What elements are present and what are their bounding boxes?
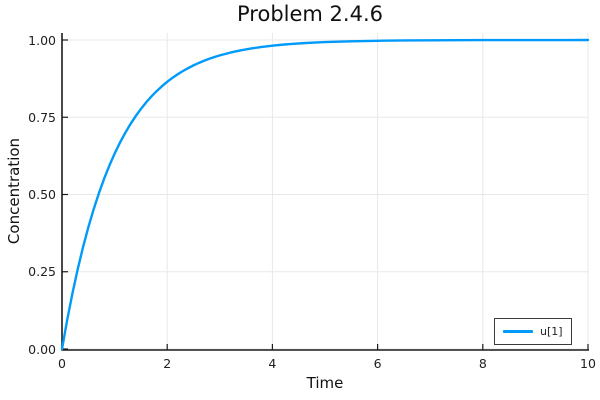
chart-title: Problem 2.4.6 [237,2,383,26]
x-tick-label: 2 [163,356,172,371]
x-tick-label: 0 [58,356,66,371]
legend-box: u[1] [494,318,572,345]
y-tick-label: 0.50 [28,187,56,202]
y-tick-label: 0.75 [28,109,56,125]
x-tick-label: 4 [268,356,277,371]
x-axis-label: Time [306,374,344,392]
gridlines [61,33,589,350]
y-tick-label: 0.25 [28,264,56,280]
legend-series-label: u[1] [540,325,563,338]
x-tick-label: 6 [373,356,382,371]
y-tick-label: 0.00 [28,341,56,357]
series-curve [60,38,590,351]
legend-line-sample [503,330,533,333]
x-tick-label: 10 [580,356,596,371]
y-tick-label: 1.00 [28,32,56,48]
axes [61,33,589,351]
x-tick-label: 8 [478,356,487,371]
